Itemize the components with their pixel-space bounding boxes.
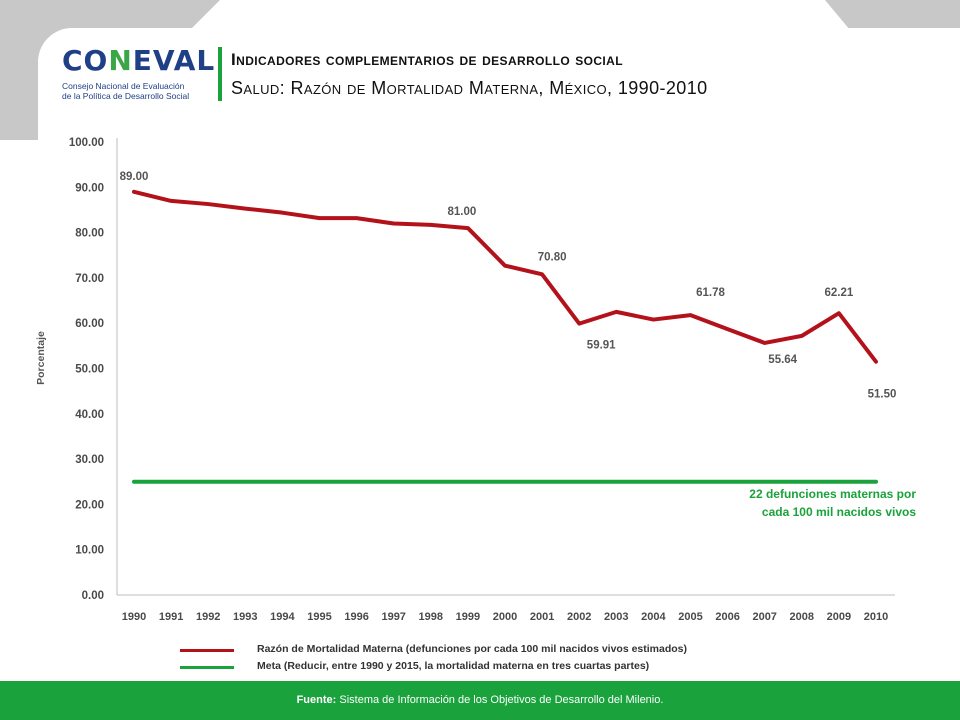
- data-point: [429, 223, 433, 227]
- data-label: 70.80: [538, 251, 567, 263]
- data-point: [651, 318, 655, 322]
- footer-text: Sistema de Información de los Objetivos …: [339, 694, 664, 706]
- y-axis-label: Porcentaje: [35, 331, 47, 385]
- data-point: [392, 222, 396, 226]
- coneval-logo: CONEVAL Consejo Nacional de Evaluación d…: [62, 45, 222, 105]
- data-point: [169, 199, 173, 203]
- x-tick-label: 1990: [122, 611, 146, 623]
- data-point: [466, 226, 470, 230]
- y-tick-label: 10.00: [75, 545, 104, 557]
- x-tick-label: 2005: [678, 611, 702, 623]
- data-point: [318, 216, 321, 220]
- x-tick-label: 1995: [307, 611, 331, 623]
- data-point: [874, 360, 878, 364]
- data-point: [243, 207, 247, 211]
- y-tick-label: 0.00: [82, 590, 104, 602]
- data-point: [280, 211, 284, 215]
- data-label: 89.00: [120, 171, 149, 183]
- x-tick-label: 1999: [456, 611, 480, 623]
- page-title: Indicadores complementarios de desarroll…: [231, 50, 623, 69]
- legend-label-goal: Meta (Reducir, entre 1990 y 2015, la mor…: [257, 660, 650, 672]
- y-tick-label: 60.00: [75, 318, 104, 330]
- logo-wordmark: CONEVAL: [62, 44, 216, 77]
- x-tick-label: 1991: [159, 611, 183, 623]
- corner-shape-right: [825, 0, 960, 30]
- x-tick-label: 2008: [790, 611, 814, 623]
- data-point: [614, 310, 618, 314]
- goal-annotation-line-1: 22 defunciones maternas por: [749, 487, 916, 501]
- x-tick-label: 2010: [864, 611, 888, 623]
- x-tick-label: 1993: [233, 611, 257, 623]
- y-tick-label: 70.00: [75, 273, 104, 285]
- footer-source: Fuente: Sistema de Información de los Ob…: [0, 681, 960, 720]
- data-point: [355, 216, 359, 220]
- data-point: [726, 327, 730, 331]
- logo-subtitle-line-2: de la Política de Desarrollo Social: [62, 91, 190, 101]
- x-tick-label: 1998: [419, 611, 443, 623]
- logo-subtitle-line-1: Consejo Nacional de Evaluación: [62, 81, 185, 91]
- data-point: [763, 341, 767, 345]
- logo-subtitle: Consejo Nacional de Evaluación de la Pol…: [62, 81, 222, 101]
- y-tick-label: 30.00: [75, 454, 104, 466]
- x-tick-label: 1994: [270, 611, 295, 623]
- data-label: 59.91: [587, 340, 616, 352]
- legend-swatch-series: [180, 649, 234, 652]
- y-tick-label: 50.00: [75, 364, 104, 376]
- legend-label-series: Razón de Mortalidad Materna (defunciones…: [257, 643, 688, 655]
- data-point: [800, 334, 804, 338]
- data-label: 55.64: [768, 354, 797, 366]
- data-point: [132, 190, 136, 194]
- x-tick-label: 2003: [604, 611, 628, 623]
- y-tick-label: 80.00: [75, 228, 104, 240]
- y-tick-label: 100.00: [69, 137, 104, 149]
- legend-swatch-goal: [180, 666, 234, 669]
- data-point: [837, 311, 841, 315]
- data-label: 51.50: [868, 389, 897, 401]
- x-tick-label: 1997: [381, 611, 405, 623]
- x-tick-label: 2009: [827, 611, 851, 623]
- page-subtitle: Salud: Razón de Mortalidad Materna, Méxi…: [231, 78, 708, 98]
- data-label: 61.78: [696, 287, 725, 299]
- x-tick-label: 1992: [196, 611, 220, 623]
- data-point: [540, 272, 544, 276]
- title-accent-bar: [218, 47, 222, 101]
- goal-annotation-line-2: cada 100 mil nacidos vivos: [762, 505, 916, 519]
- x-tick-label: 2007: [752, 611, 776, 623]
- data-point: [206, 202, 210, 206]
- x-tick-label: 2000: [493, 611, 517, 623]
- y-tick-label: 90.00: [75, 182, 104, 194]
- x-tick-label: 1996: [344, 611, 368, 623]
- data-point: [503, 264, 507, 268]
- x-tick-label: 2004: [641, 611, 666, 623]
- data-label: 81.00: [448, 206, 477, 218]
- line-chart: 0.00 10.00 20.00 30.00 40.00 50.00 60.00 70.00 8…: [35, 137, 916, 623]
- footer-label: Fuente:: [296, 694, 337, 706]
- x-tick-label: 2006: [715, 611, 739, 623]
- y-tick-label: 40.00: [75, 409, 104, 421]
- x-tick-label: 2001: [530, 611, 554, 623]
- data-label: 62.21: [825, 287, 854, 299]
- data-point: [689, 313, 692, 317]
- data-point: [577, 322, 581, 326]
- x-tick-label: 2002: [567, 611, 591, 623]
- y-tick-label: 20.00: [75, 499, 104, 511]
- series-line-mortality: [132, 189, 878, 364]
